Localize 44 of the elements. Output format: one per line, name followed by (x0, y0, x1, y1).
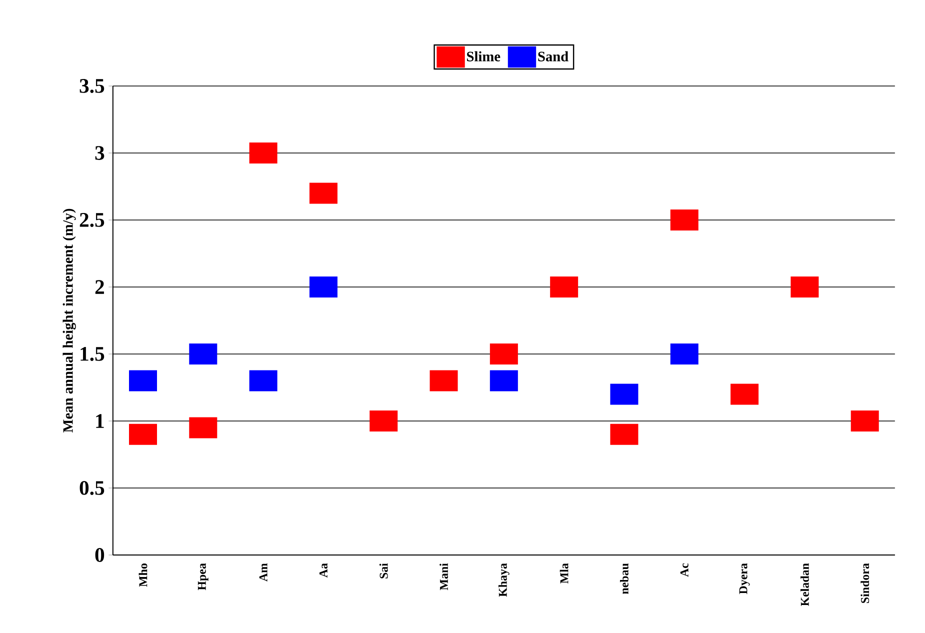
point (189, 417, 218, 438)
point (430, 370, 458, 392)
y-tick-label: 0 (95, 548, 104, 562)
point (249, 142, 278, 164)
point (309, 182, 338, 204)
point (370, 410, 398, 432)
x-tick-label: Ac (680, 563, 688, 577)
point (670, 344, 698, 364)
point (790, 276, 819, 298)
x-tick-label: Am (259, 563, 268, 582)
point (730, 384, 759, 405)
y-tick-label: 2.5 (80, 213, 104, 227)
x-tick-label: Aa (319, 563, 328, 578)
y-axis-title: Mean annual height increment (m/y) (62, 208, 76, 432)
x-tick-label: Mho (138, 564, 148, 587)
y-tick-label: 3 (95, 146, 104, 160)
legend-label: Slime (467, 51, 500, 62)
x-tick-label: Sindora (860, 563, 870, 603)
point (610, 384, 638, 405)
y-tick-label: 1.5 (80, 347, 104, 361)
point (670, 209, 698, 230)
x-tick-label: Mla (560, 563, 568, 584)
point (490, 344, 518, 364)
x-tick-label: Sai (379, 563, 388, 578)
point (850, 410, 879, 432)
x-tick-label: Dyera (739, 563, 750, 594)
point (550, 276, 578, 298)
legend-label: Sand (538, 51, 568, 62)
point (309, 276, 338, 298)
point (189, 344, 218, 364)
point (610, 424, 638, 445)
point (129, 424, 157, 445)
x-tick-label: Mani (440, 563, 448, 590)
x-tick-label: Khaya (498, 563, 510, 597)
x-tick-label: Hpea (198, 563, 208, 590)
y-tick-label: 0.5 (80, 480, 104, 496)
y-tick-label: 3.5 (80, 79, 104, 93)
point (490, 370, 518, 392)
point (249, 370, 278, 392)
point (129, 370, 157, 392)
x-tick-label: Keladan (800, 563, 809, 606)
x-tick-label: nebau (620, 563, 628, 594)
y-tick-label: 1 (96, 414, 104, 428)
y-tick-label: 2 (95, 280, 104, 294)
